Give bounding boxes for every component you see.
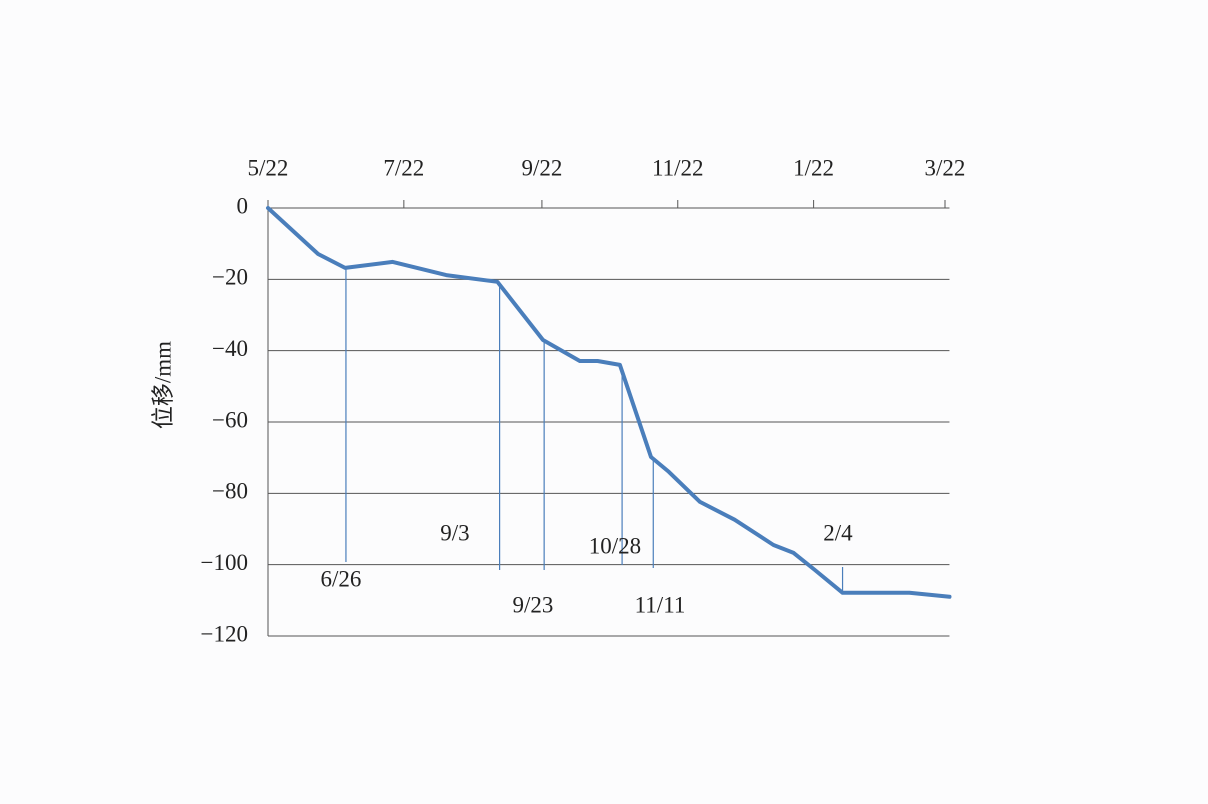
data-line (266, 206, 952, 599)
y-tick-label: −100 (201, 550, 248, 575)
annotation-label: 9/3 (440, 520, 469, 545)
x-tick-label: 7/22 (383, 155, 424, 180)
y-tick-label: 0 (237, 193, 249, 218)
annotation-label: 11/11 (635, 592, 686, 617)
y-axis-label: 位移/mm (150, 341, 175, 429)
annotation-label: 10/28 (589, 533, 641, 558)
y-tick-label: −60 (212, 407, 248, 432)
y-tick-label: −20 (212, 265, 248, 290)
y-tick-label: −120 (201, 621, 248, 646)
annotation-label: 9/23 (513, 592, 554, 617)
annotation-label: 6/26 (321, 566, 362, 591)
x-tick-label: 3/22 (925, 155, 966, 180)
x-tick-label: 11/22 (652, 155, 704, 180)
x-tick-label: 5/22 (248, 155, 289, 180)
y-tick-label: −40 (212, 336, 248, 361)
x-tick-label: 9/22 (521, 155, 562, 180)
y-tick-label: −80 (212, 479, 248, 504)
x-tick-label: 1/22 (793, 155, 834, 180)
annotation-label: 2/4 (823, 520, 853, 545)
